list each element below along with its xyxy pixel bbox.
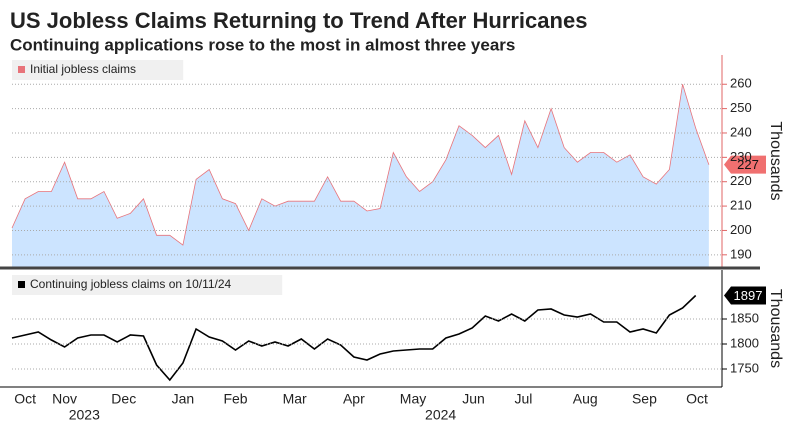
area [12,84,709,267]
y-tick-label: 230 [730,149,752,164]
y-tick-label: 260 [730,76,752,91]
x-tick-label: Jan [172,391,195,407]
x-tick-label: Oct [14,391,36,407]
x-tick-label: Apr [343,391,365,407]
x-year-label: 2024 [425,407,456,423]
y-tick-label: 250 [730,100,752,115]
value-label: 227 [737,157,759,172]
chart-title: US Jobless Claims Returning to Trend Aft… [10,8,587,33]
x-tick-label: Dec [111,391,136,407]
y-tick-label: 220 [730,173,752,188]
x-tick-label: Nov [52,391,77,407]
y-tick-label: 1850 [730,310,759,325]
y-tick-label: 190 [730,246,752,261]
value-tag [724,155,766,174]
legend-label: Continuing jobless claims on 10/11/24 [30,277,232,291]
value-tag [724,286,766,305]
y-tick-label: 1800 [730,335,759,350]
legend-box [12,275,283,295]
value-label: 1897 [734,288,763,303]
x-tick-label: Aug [573,391,598,407]
legend-box [12,60,184,80]
chart-subtitle: Continuing applications rose to the most… [10,35,515,54]
y-tick-label: 200 [730,222,752,237]
x-tick-label: Feb [223,391,247,407]
x-tick-label: Jul [515,391,533,407]
y-axis-label: Thousands [767,121,784,200]
legend-swatch [18,281,25,288]
x-tick-label: May [400,391,426,407]
y-tick-label: 1750 [730,360,759,375]
x-tick-label: Mar [283,391,307,407]
x-tick-label: Sep [632,391,657,407]
y-tick-label: 240 [730,124,752,139]
legend-swatch [18,66,25,73]
y-axis-label: Thousands [767,289,784,368]
legend-label: Initial jobless claims [30,62,136,76]
x-year-label: 2023 [69,407,100,423]
x-tick-label: Jun [462,391,485,407]
line [11,294,697,382]
y-tick-label: 210 [730,198,752,213]
x-tick-label: Oct [686,391,708,407]
